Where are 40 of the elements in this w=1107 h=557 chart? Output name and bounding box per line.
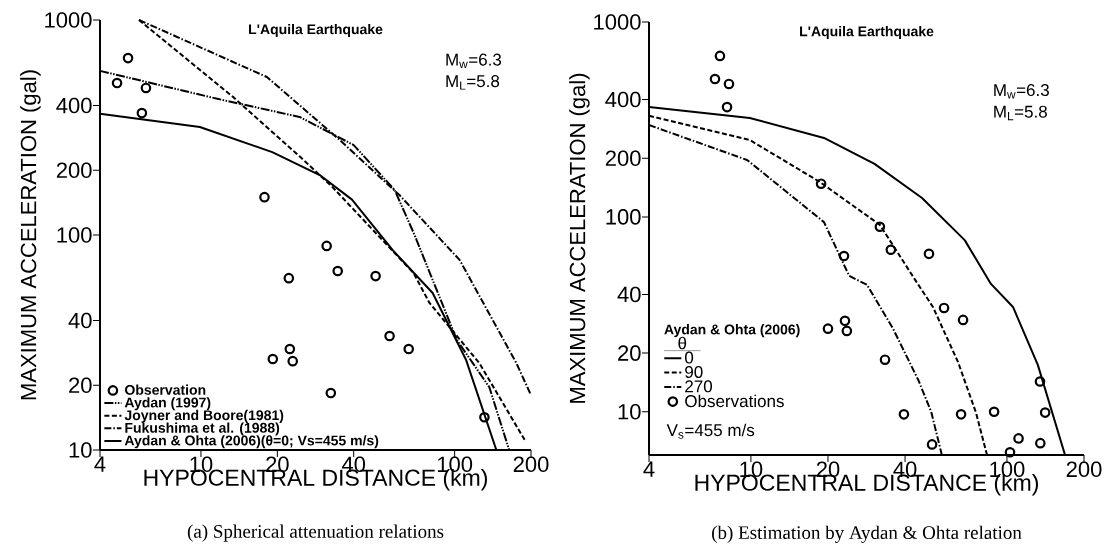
y-axis-title: MAXIMUM ACCELERATION (gal) [569,73,590,403]
y-tick-label: 100 [606,209,641,225]
text: (a) Spherical attenuation relations [187,524,444,542]
y-tick-label: 200 [56,162,92,179]
legend-label: Aydan & Ohta (2006)(θ=0; Vs=455 m/s) [124,435,379,449]
legend-label: Fukushima et al. (1988) [125,422,280,436]
legend-label: 90 [685,365,703,378]
y-tick-label: 1000 [45,12,92,28]
annotation: M$_{w}$=6.3 [994,84,1049,99]
y-tick-label: 40 [68,312,92,329]
x-tick-label: 4 [94,456,106,472]
x-tick-label: 200 [513,456,549,473]
y-axis-title: MAXIMUM ACCELERATION (gal) [20,70,41,400]
annotation: θ [678,336,687,350]
y-tick-label: 1000 [594,14,641,30]
y-tick-label: 20 [69,377,92,394]
legend-label: Joyner and Boore(1981) [124,409,284,423]
x-tick-label: 4 [643,461,655,477]
annotation: V$_{s}$=455 m/s [666,423,755,439]
legend-label: 0 [684,351,694,364]
chart-title: L'Aquila Earthquake [800,26,934,40]
y-tick-label: 10 [69,442,92,458]
y-tick-label: 40 [617,286,641,303]
y-tick-label: 100 [57,227,92,243]
y-tick-label: 400 [605,91,641,108]
legend-label: Observation [125,384,206,395]
legend-label: Observations [685,394,784,408]
y-tick-label: 200 [605,150,641,167]
legend-title: Aydan & Ohta (2006) [664,324,800,338]
legend-label: 270 [685,380,713,393]
x-tick-label: 200 [1066,461,1102,478]
annotation: M$_{L}$=5.8 [994,105,1047,121]
chart-title: L'Aquila Earthquake [249,23,383,38]
y-tick-label: 10 [618,403,641,420]
text: (b) Estimation by Aydan & Ohta relation [712,525,1022,543]
legend-label: Aydan (1997) [124,397,211,411]
annotation: M$_{w}$=6.3 [446,53,502,69]
annotation: M$_{L}$=5.8 [446,75,500,90]
y-tick-label: 20 [618,345,641,361]
y-tick-label: 400 [56,97,92,114]
